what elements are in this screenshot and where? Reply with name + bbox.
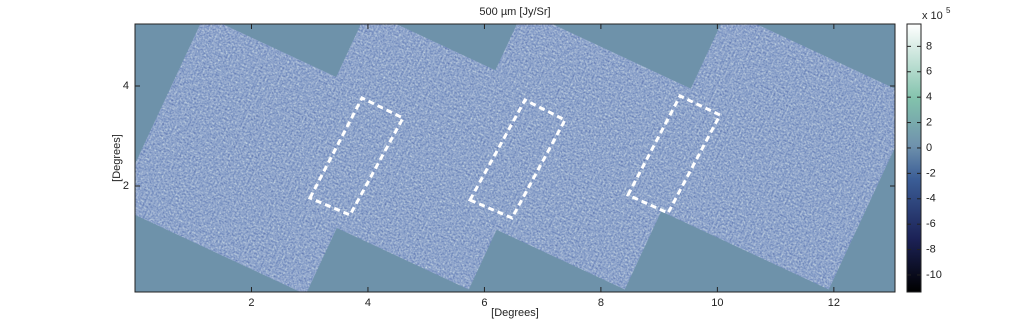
sky-map — [135, 24, 895, 292]
map-tile — [434, 24, 714, 290]
x-tick-label: 6 — [481, 297, 487, 309]
colorbar-tick-label: 2 — [926, 116, 932, 128]
y-tick-label: 2 — [123, 180, 129, 192]
x-tick-label: 4 — [365, 297, 371, 309]
y-axis-label: [Degrees] — [111, 134, 123, 182]
y-tick-label: 4 — [123, 80, 129, 92]
colorbar-tick-label: 8 — [926, 40, 932, 52]
colorbar-tick-label: 6 — [926, 66, 932, 78]
x-tick-label: 10 — [711, 297, 723, 309]
chart-title: 500 µm [Jy/Sr] — [479, 6, 550, 18]
dashed-region — [467, 98, 568, 220]
colorbar-tick-label: -10 — [926, 269, 942, 281]
colorbar-tick-label: -4 — [926, 193, 936, 205]
colorbar-exponent: 5 — [946, 6, 951, 15]
map-tile — [638, 24, 895, 290]
colorbar-tick-label: 4 — [926, 91, 932, 103]
colorbar-tick-label: -8 — [926, 243, 936, 255]
x-axis-label: [Degrees] — [491, 307, 539, 319]
map-tile — [135, 24, 395, 292]
x-tick-label: 12 — [828, 297, 840, 309]
dashed-region — [307, 96, 406, 217]
colorbar — [906, 23, 922, 293]
colorbar-tick-label: -6 — [926, 218, 936, 230]
colorbar-multiplier: x 10 — [922, 10, 943, 22]
plot-frame — [134, 23, 896, 293]
x-tick-label: 2 — [248, 297, 254, 309]
dashed-region — [625, 94, 723, 215]
colorbar-tick-label: -2 — [926, 167, 936, 179]
x-tick-label: 8 — [598, 297, 604, 309]
colorbar-tick-label: 0 — [926, 142, 932, 154]
